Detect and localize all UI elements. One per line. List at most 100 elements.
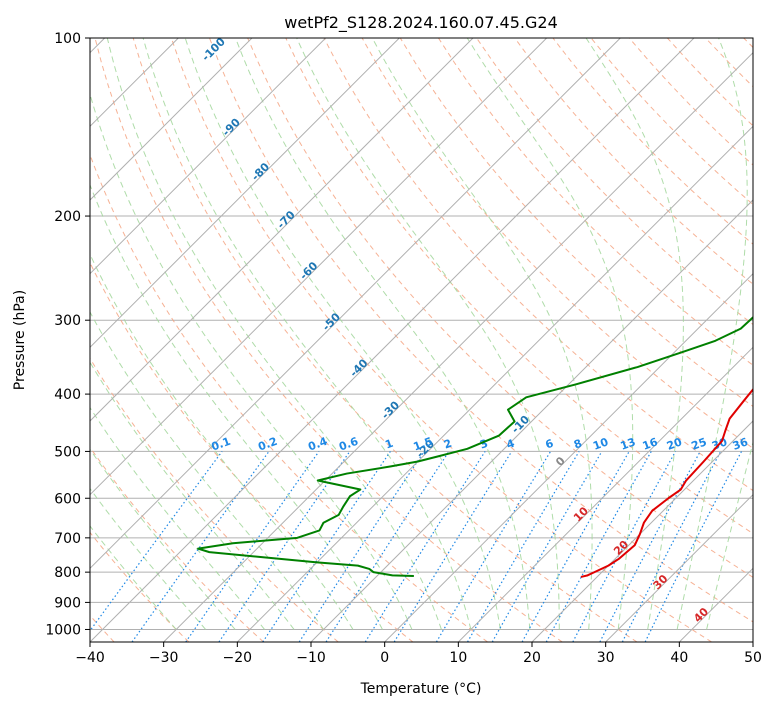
x-tick-label: −30	[149, 650, 179, 666]
isotherm-line	[384, 272, 753, 642]
moist-adiabat	[90, 448, 236, 630]
moist-adiabat	[142, 38, 472, 630]
isotherm-line	[90, 38, 400, 349]
isotherm-line	[90, 38, 621, 570]
mixing-ratio-label: 2	[442, 437, 454, 452]
mixing-ratio-line	[393, 451, 513, 642]
dry-adiabat	[132, 38, 638, 642]
x-tick-label: 0	[380, 650, 389, 666]
moist-adiabat	[90, 487, 207, 630]
isotherm-line	[310, 199, 753, 642]
isotherm-line	[236, 125, 753, 642]
dry-adiabats	[90, 38, 753, 642]
y-tick-label: 1000	[45, 622, 81, 638]
moist-adiabat	[235, 38, 531, 630]
isotherm-label: -60	[297, 259, 320, 282]
mixing-ratio-label: 0.6	[337, 435, 360, 454]
plot-area: -100-90-80-70-60-50-40-30-20-10010203040…	[90, 35, 753, 642]
y-tick-label: 400	[54, 387, 81, 403]
mixing-ratio-label: 16	[641, 435, 660, 453]
dry-adiabat	[743, 38, 753, 49]
skewed-isotherms	[90, 38, 753, 642]
mixing-ratio-label: 36	[731, 435, 750, 453]
moist-adiabat	[90, 525, 177, 630]
y-axis-label: Pressure (hPa)	[12, 290, 28, 390]
x-tick-label: 40	[670, 650, 688, 666]
mixing-ratio-label: 0.1	[210, 435, 233, 454]
x-tick-label: 20	[523, 650, 541, 666]
mixing-ratio-line	[466, 451, 580, 642]
dry-adiabat	[514, 38, 753, 285]
temperature-profile-line	[580, 387, 753, 578]
moist-adiabat	[106, 38, 442, 630]
moist-adiabats	[90, 38, 753, 630]
isotherm-label: -90	[220, 116, 243, 139]
isotherm-label: -100	[199, 35, 228, 64]
mixing-ratio-label: 8	[572, 437, 584, 452]
moist-adiabat	[585, 38, 684, 630]
isotherm-line	[678, 567, 753, 642]
isotherm-label: 20	[611, 538, 631, 558]
mixing-ratio-line	[435, 451, 552, 642]
moist-adiabat	[466, 38, 634, 630]
mixing-ratio-label: 25	[690, 435, 709, 452]
y-tick-label: 200	[54, 209, 81, 225]
isotherm-label: -30	[379, 398, 402, 421]
dry-adiabat	[438, 38, 753, 366]
dry-adiabat	[170, 38, 712, 642]
dry-adiabat	[90, 357, 339, 642]
isotherm-line	[163, 51, 753, 642]
mixing-ratio-line	[218, 451, 351, 642]
moist-adiabat	[90, 310, 324, 630]
dry-adiabat	[552, 38, 753, 245]
dry-adiabat	[90, 446, 264, 642]
dry-adiabat	[90, 531, 190, 642]
profiles	[197, 315, 753, 578]
y-tick-label: 300	[54, 313, 81, 329]
mixing-ratio-line	[621, 451, 722, 642]
y-tick-label: 900	[54, 595, 81, 611]
moist-adiabat	[296, 38, 560, 630]
isotherm-label: 10	[571, 504, 591, 524]
isotherm-label: -50	[320, 310, 343, 333]
dewpoint-profile-line	[197, 315, 753, 577]
y-tick-label: 100	[54, 31, 81, 47]
isotherm-line	[752, 641, 753, 642]
y-tick-label: 600	[54, 491, 81, 507]
isotherm-label: 30	[651, 572, 671, 592]
isotherm-label: -70	[275, 208, 298, 231]
dry-adiabat	[90, 153, 488, 642]
x-tick-label: 50	[744, 650, 762, 666]
mixing-ratio-label: 20	[665, 435, 684, 453]
mixing-ratio-line	[644, 451, 743, 642]
mixing-ratio-label: 0.2	[256, 435, 279, 454]
chart-title: wetPf2_S128.2024.160.07.45.G24	[284, 13, 558, 33]
dry-adiabat	[247, 38, 753, 578]
moist-adiabat	[90, 361, 295, 630]
mixing-ratio-label: 13	[619, 435, 638, 452]
y-tick-label: 700	[54, 531, 81, 547]
x-tick-label: −40	[75, 650, 105, 666]
moist-adiabat	[184, 38, 501, 630]
mixing-ratio-line	[521, 451, 630, 642]
dry-adiabat	[399, 38, 753, 408]
isotherm-line	[90, 38, 695, 642]
x-axis-label: Temperature (°C)	[360, 681, 482, 697]
isotherm-line	[90, 38, 548, 496]
isotherm-line	[90, 38, 474, 422]
x-tick-label: −20	[223, 650, 253, 666]
moist-adiabat	[90, 406, 265, 630]
mixing-ratio-label: 3	[478, 437, 490, 452]
x-axis: −40 −30 −20 −10 0 10 20 30 40 50	[75, 642, 762, 666]
pressure-grid	[90, 38, 753, 630]
isotherm-line	[90, 38, 327, 275]
mixing-ratio-labels: 0.1 0.2 0.4 0.6 1 1.5 2 3 4 6 8 10 13 16 20 25 30 36	[210, 435, 750, 454]
isotherm-line	[605, 493, 753, 642]
mixing-ratio-line	[364, 451, 486, 642]
x-tick-label: 10	[449, 650, 467, 666]
isotherm-label: -40	[347, 356, 370, 379]
mixing-ratio-line	[90, 451, 223, 632]
isotherm-line	[531, 420, 753, 642]
y-tick-label: 500	[54, 444, 81, 460]
